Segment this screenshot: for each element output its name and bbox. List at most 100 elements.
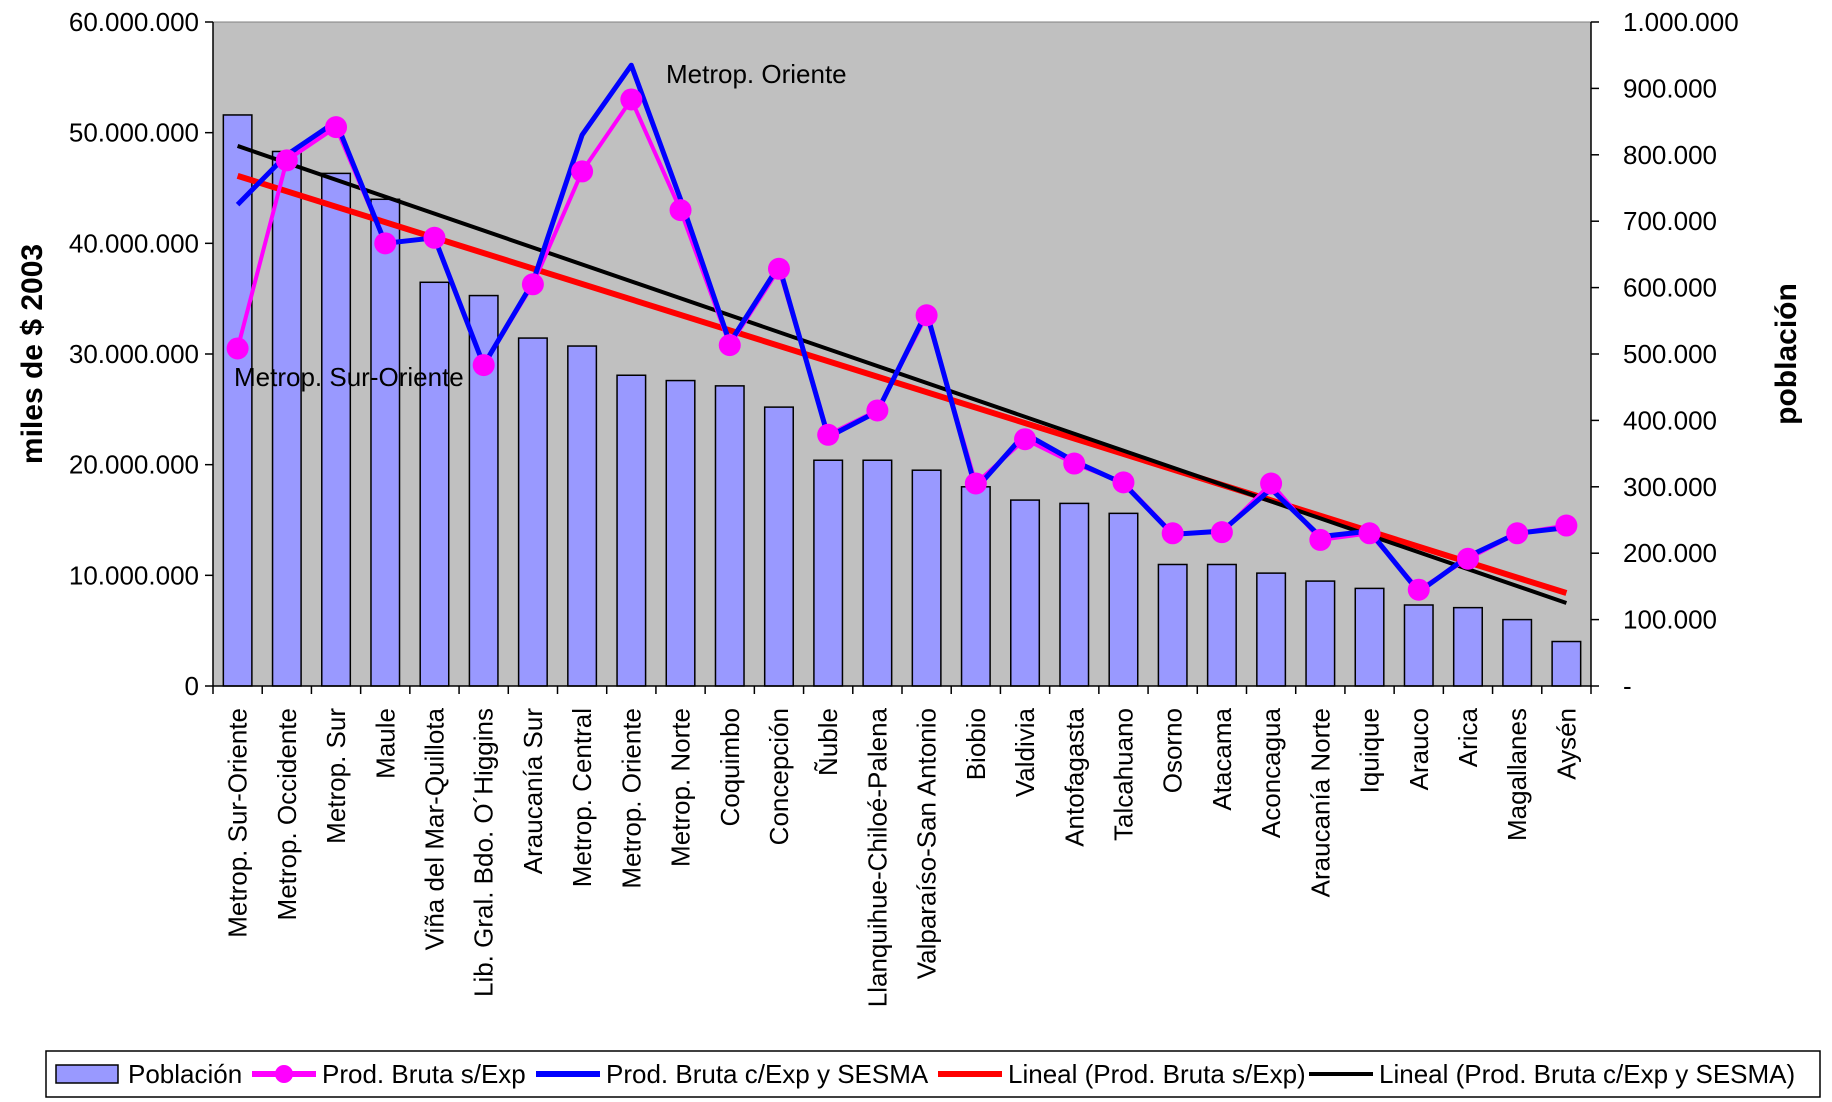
category-label: Talcahuano — [1108, 708, 1138, 841]
y-axis-title: miles de $ 2003 — [16, 244, 49, 464]
category-label: Lib. Gral. Bdo. O´Higgins — [469, 708, 499, 997]
category-label: Aconcagua — [1256, 707, 1286, 838]
series-point — [1210, 521, 1233, 544]
category-label: Arauco — [1404, 708, 1434, 790]
bar-poblacion — [1010, 499, 1041, 687]
annotation-label: Metrop. Oriente — [666, 59, 847, 89]
category-label: Atacama — [1207, 707, 1237, 810]
series-point — [423, 226, 446, 249]
bar-poblacion — [1108, 512, 1139, 687]
category-label: Ñuble — [813, 708, 843, 776]
legend-item: Prod. Bruta c/Exp y SESMA — [536, 1059, 929, 1089]
series-point — [1309, 528, 1332, 551]
series-point — [571, 160, 594, 183]
series-point — [1260, 472, 1283, 495]
series-point — [669, 199, 692, 222]
series-point — [521, 273, 544, 296]
y2-tick-label: 700.000 — [1623, 206, 1717, 236]
bar-poblacion — [1452, 606, 1483, 687]
bar-poblacion — [1305, 580, 1336, 687]
series-point — [767, 257, 790, 280]
legend-box — [45, 1050, 1821, 1098]
category-label: Osorno — [1158, 708, 1188, 793]
legend-swatch — [55, 1064, 119, 1084]
bar-poblacion — [1206, 563, 1237, 687]
category-label: Biobio — [961, 708, 991, 780]
legend-label: Lineal (Prod. Bruta c/Exp y SESMA) — [1379, 1059, 1795, 1089]
bar-poblacion — [813, 459, 844, 687]
trend-line — [236, 172, 1568, 596]
annotation-label: Metrop. Sur-Oriente — [234, 362, 464, 392]
bar-poblacion — [1502, 618, 1533, 687]
bar-poblacion — [911, 469, 942, 687]
bar-poblacion — [616, 374, 647, 687]
legend-label: Lineal (Prod. Bruta s/Exp) — [1008, 1059, 1306, 1089]
y-tick-label: 0 — [185, 671, 199, 701]
bar-poblacion — [862, 459, 893, 687]
y-tick-label: 40.000.000 — [69, 228, 199, 258]
series-point — [1407, 578, 1430, 601]
series-point — [1555, 514, 1578, 537]
y2-tick-label: 1.000.000 — [1623, 7, 1739, 37]
legend-marker — [275, 1065, 293, 1083]
y2-tick-label: 800.000 — [1623, 140, 1717, 170]
series-point — [275, 149, 298, 172]
y2-tick-label: 100.000 — [1623, 605, 1717, 635]
series-point — [817, 423, 840, 446]
bar-poblacion — [1157, 563, 1188, 687]
series-point — [718, 334, 741, 357]
legend-item: Prod. Bruta s/Exp — [252, 1059, 526, 1089]
series-point — [325, 116, 348, 139]
series-point — [1161, 522, 1184, 545]
category-label: Metrop. Central — [567, 708, 597, 887]
series-line — [235, 62, 1567, 595]
bar-poblacion — [271, 150, 302, 687]
bar-poblacion — [567, 345, 598, 687]
category-label: Valparaíso-San Antonio — [912, 708, 942, 979]
category-label: Aysén — [1551, 708, 1581, 780]
y2-axis-title: población — [1770, 283, 1803, 425]
series-point — [1112, 471, 1135, 494]
bar-poblacion — [960, 486, 991, 687]
series-point — [1358, 522, 1381, 545]
y-tick-label: 10.000.000 — [69, 560, 199, 590]
y2-tick-label: - — [1623, 671, 1632, 701]
bar-poblacion — [1059, 502, 1090, 687]
y-tick-label: 50.000.000 — [69, 118, 199, 148]
series-point — [374, 232, 397, 255]
category-label: Araucanía Norte — [1305, 708, 1335, 897]
category-label: Araucanía Sur — [518, 708, 548, 875]
y2-tick-label: 500.000 — [1623, 339, 1717, 369]
bar-poblacion — [763, 406, 794, 687]
category-label: Viña del Mar-Quillota — [419, 707, 449, 950]
legend-label: Prod. Bruta s/Exp — [322, 1059, 526, 1089]
series-point — [1456, 547, 1479, 570]
trend-lines — [236, 144, 1568, 605]
bar-poblacion — [665, 379, 696, 687]
y-tick-label: 60.000.000 — [69, 7, 199, 37]
series-point — [472, 354, 495, 377]
series-point — [226, 337, 249, 360]
series-point — [1506, 522, 1529, 545]
series-point — [1014, 428, 1037, 451]
category-label: Metrop. Oriente — [616, 708, 646, 889]
bar-poblacion — [1354, 587, 1385, 687]
bar-poblacion — [1256, 572, 1287, 687]
y2-tick-label: 400.000 — [1623, 405, 1717, 435]
bar-poblacion — [222, 114, 253, 687]
y-tick-label: 20.000.000 — [69, 450, 199, 480]
data-lines — [226, 62, 1578, 601]
series-point — [620, 88, 643, 111]
trend-line — [236, 144, 1568, 605]
legend-label: Población — [128, 1059, 242, 1089]
category-label: Metrop. Sur-Oriente — [223, 708, 253, 938]
category-label: Maule — [370, 708, 400, 779]
category-label: Coquimbo — [715, 708, 745, 827]
bar-poblacion — [321, 172, 352, 687]
y-tick-label: 30.000.000 — [69, 339, 199, 369]
category-label: Antofagasta — [1059, 707, 1089, 846]
category-label: Metrop. Occidente — [272, 708, 302, 920]
category-label: Concepción — [764, 708, 794, 845]
series-point — [915, 304, 938, 327]
